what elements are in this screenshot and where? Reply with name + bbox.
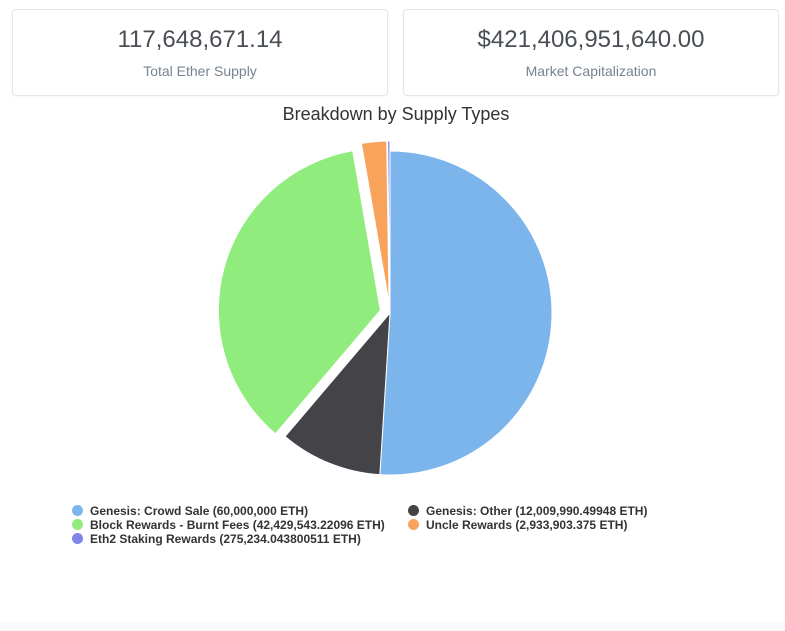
stat-cards: 117,648,671.14 Total Ether Supply $421,4… xyxy=(12,9,779,96)
pie-slice-1[interactable] xyxy=(379,150,553,476)
pie-slice-2[interactable] xyxy=(284,312,391,476)
legend-color-dot xyxy=(408,505,419,516)
legend-label: Genesis: Crowd Sale (60,000,000 ETH) xyxy=(90,504,309,518)
pie-slice-3[interactable] xyxy=(217,150,381,435)
legend-item-3[interactable]: Block Rewards - Burnt Fees (42,429,543.2… xyxy=(72,518,385,532)
total-supply-label: Total Ether Supply xyxy=(143,63,257,79)
total-supply-value: 117,648,671.14 xyxy=(117,26,283,53)
pie-slice-5[interactable] xyxy=(387,140,391,304)
market-cap-card: $421,406,951,640.00 Market Capitalizatio… xyxy=(403,9,779,96)
pie-slice-4[interactable] xyxy=(360,140,390,304)
legend-item-4[interactable]: Uncle Rewards (2,933,903.375 ETH) xyxy=(408,518,627,532)
legend-item-1[interactable]: Genesis: Crowd Sale (60,000,000 ETH) xyxy=(72,504,308,518)
legend-item-2[interactable]: Genesis: Other (12,009,990.49948 ETH) xyxy=(408,504,647,518)
legend-label: Block Rewards - Burnt Fees (42,429,543.2… xyxy=(90,518,385,532)
footer-strip xyxy=(0,622,785,631)
market-cap-value: $421,406,951,640.00 xyxy=(477,26,705,53)
legend-color-dot xyxy=(72,519,83,530)
legend-color-dot xyxy=(408,519,419,530)
pie-chart xyxy=(217,140,553,476)
legend-label: Genesis: Other (12,009,990.49948 ETH) xyxy=(426,504,648,518)
legend-label: Uncle Rewards (2,933,903.375 ETH) xyxy=(426,518,628,532)
legend-label: Eth2 Staking Rewards (275,234.043800511 … xyxy=(90,532,361,546)
market-cap-label: Market Capitalization xyxy=(525,63,657,79)
legend-color-dot xyxy=(72,505,83,516)
legend-item-5[interactable]: Eth2 Staking Rewards (275,234.043800511 … xyxy=(72,532,361,546)
legend-color-dot xyxy=(72,533,83,544)
total-supply-card: 117,648,671.14 Total Ether Supply xyxy=(12,9,388,96)
chart-title: Breakdown by Supply Types xyxy=(282,104,510,124)
